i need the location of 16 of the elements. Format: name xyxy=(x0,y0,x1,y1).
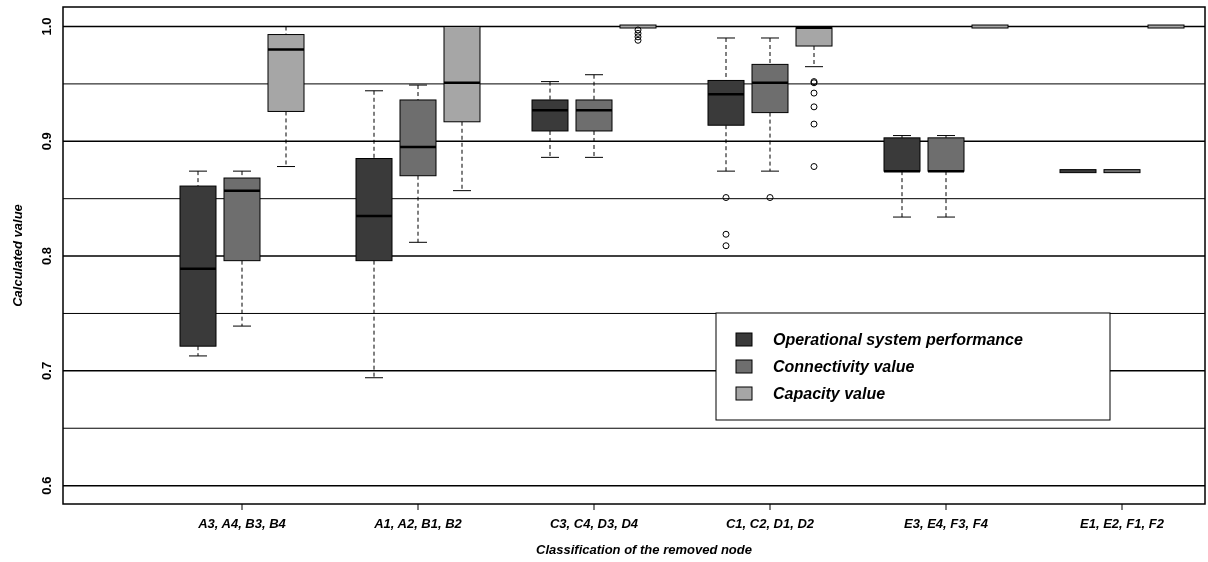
y-tick-label: 0.8 xyxy=(39,247,54,266)
x-tick-label: A3, A4, B3, B4 xyxy=(197,516,287,531)
y-axis-title: Calculated value xyxy=(10,204,25,307)
y-tick-label: 0.6 xyxy=(39,476,54,495)
x-axis-title: Classification of the removed node xyxy=(536,542,752,557)
x-tick-label: E3, E4, F3, F4 xyxy=(904,516,989,531)
y-tick-label: 0.9 xyxy=(39,132,54,151)
legend-label: Connectivity value xyxy=(773,358,915,375)
legend-label: Capacity value xyxy=(773,385,886,402)
x-tick-label: E1, E2, F1, F2 xyxy=(1080,516,1165,531)
y-tick-label: 1.0 xyxy=(39,17,54,36)
x-tick-label: C1, C2, D1, D2 xyxy=(725,516,815,531)
legend-label: Operational system performance xyxy=(773,331,1023,348)
y-tick-label: 0.7 xyxy=(39,361,54,380)
x-tick-label: C3, C4, D3, D4 xyxy=(549,516,639,531)
x-tick-label: A1, A2, B1, B2 xyxy=(373,516,463,531)
